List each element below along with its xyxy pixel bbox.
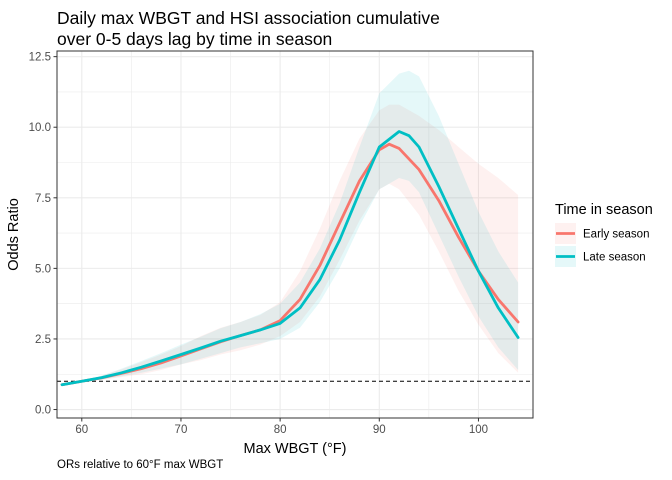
y-axis-ticks: 0.0 2.5 5.0 7.5 10.0 12.5 — [29, 52, 57, 417]
panel-border — [56, 50, 534, 419]
x-axis-label: Max WBGT (°F) — [244, 441, 347, 457]
legend: Time in season Early season Late season — [555, 202, 653, 267]
line-series-2 — [60, 130, 520, 387]
ribbon-series-1 — [62, 104, 519, 386]
grid-major — [57, 51, 533, 418]
chart-title-line-1: Daily max WBGT and HSI association cumul… — [57, 8, 440, 28]
chart-caption: ORs relative to 60°F max WBGT — [57, 459, 224, 471]
x-tick-label: 70 — [175, 424, 188, 436]
x-tick-label: 100 — [469, 424, 488, 436]
chart-title: Daily max WBGT and HSI association cumul… — [57, 8, 440, 50]
legend-label-2: Late season — [583, 252, 646, 264]
confidence-ribbons — [62, 70, 519, 386]
y-axis-label: Odds Ratio — [6, 198, 22, 271]
ribbon-series-2 — [62, 70, 519, 386]
y-tick-label: 5.0 — [35, 263, 51, 275]
y-tick-label: 7.5 — [35, 193, 51, 205]
legend-title: Time in season — [555, 202, 653, 218]
y-tick-label: 2.5 — [35, 334, 51, 346]
y-tick-label: 10.0 — [29, 122, 51, 134]
y-tick-label: 0.0 — [35, 405, 51, 417]
series-lines — [60, 130, 520, 387]
x-tick-label: 60 — [75, 424, 88, 436]
y-tick-label: 12.5 — [29, 52, 51, 64]
x-tick-label: 80 — [274, 424, 287, 436]
chart-title-line-2: over 0-5 days lag by time in season — [57, 29, 333, 49]
legend-label-1: Early season — [583, 229, 649, 241]
x-tick-label: 90 — [373, 424, 386, 436]
x-axis-ticks: 60 70 80 90 100 — [75, 418, 488, 436]
